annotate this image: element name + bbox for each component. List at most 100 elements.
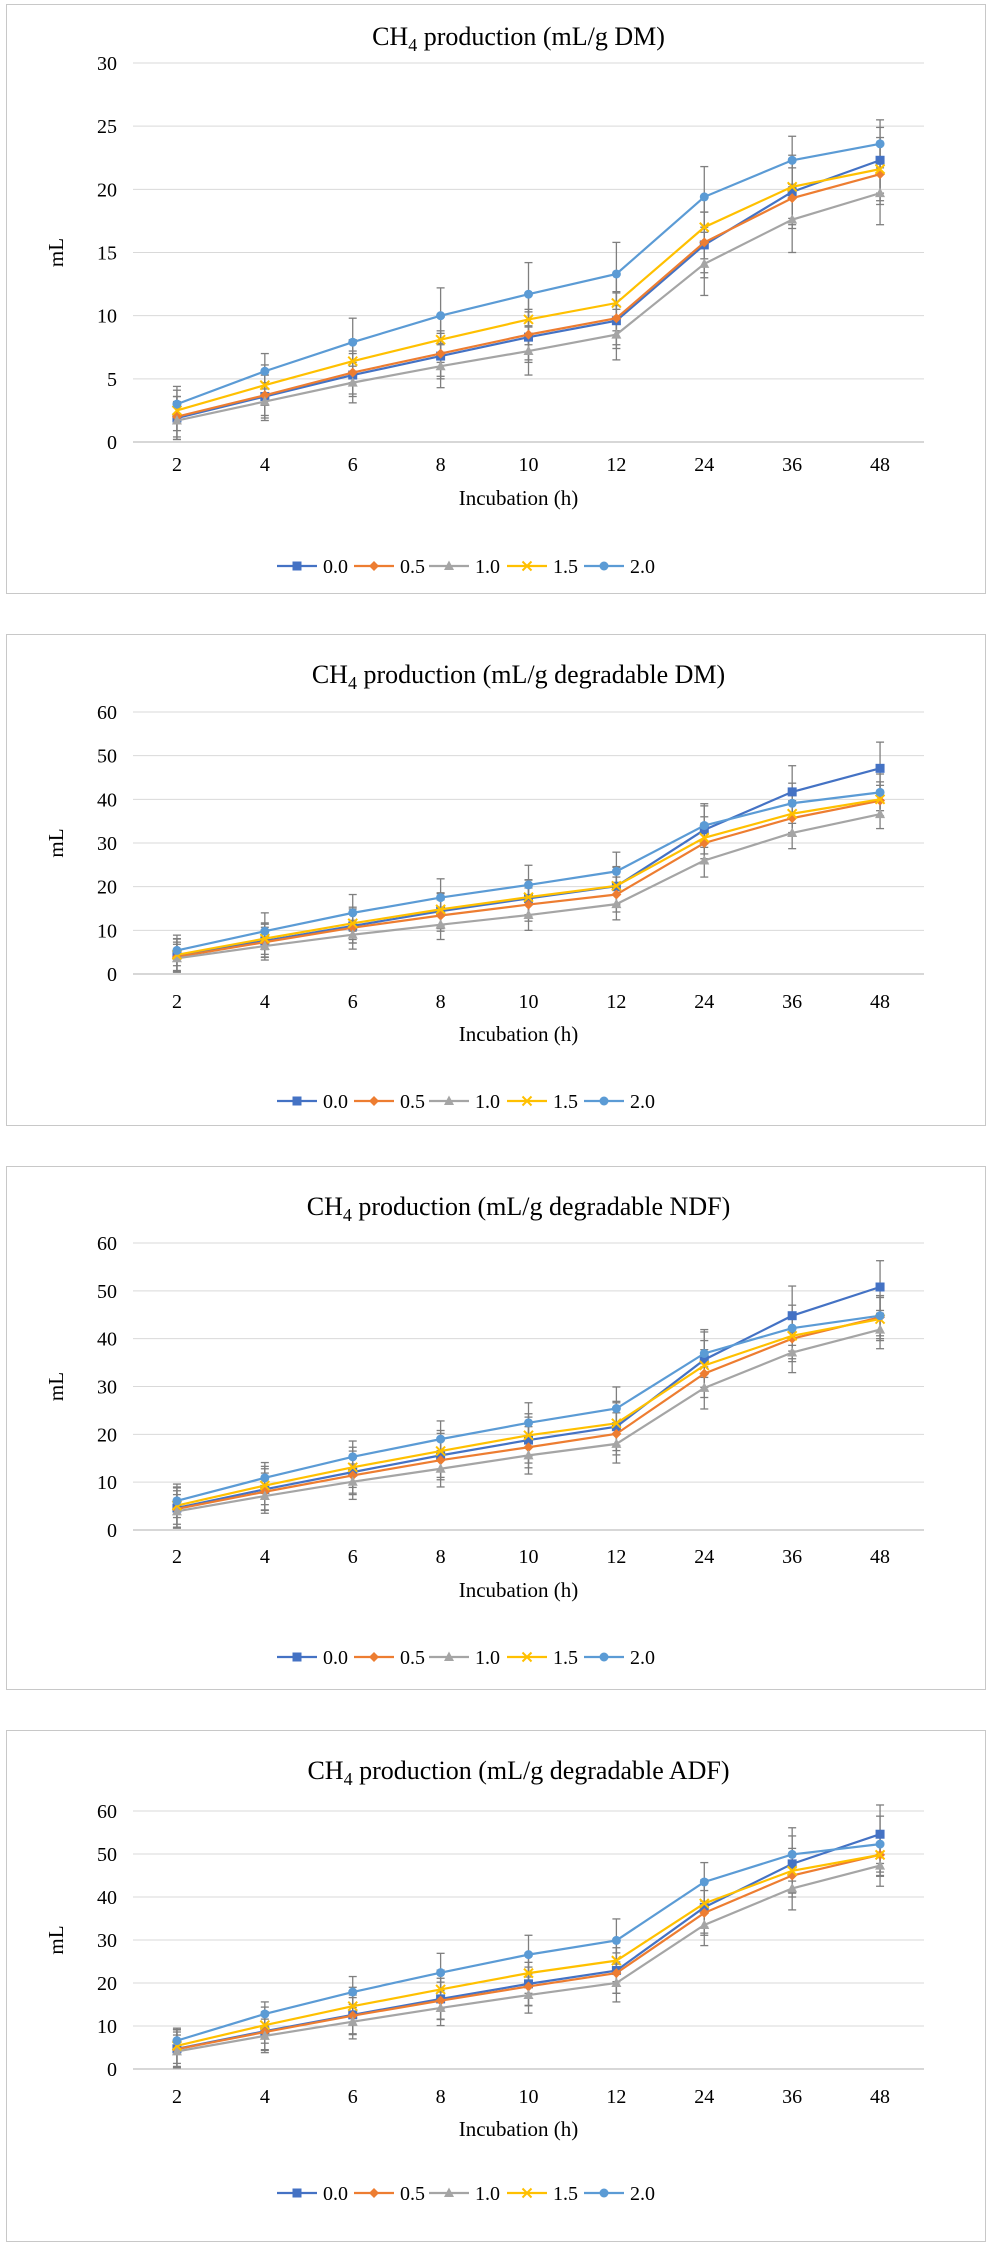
data-point-2-0: [172, 945, 182, 955]
y-tick-label: 60: [97, 1801, 117, 1823]
x-tick-label: 6: [348, 991, 358, 1013]
data-point-1-0: [259, 2030, 270, 2040]
y-tick-label: 10: [97, 306, 117, 328]
data-point-1-0: [523, 345, 534, 356]
x-axis-label: Incubation (h): [459, 1022, 579, 1046]
data-point-0-0: [699, 1902, 709, 1912]
y-tick-label: 30: [97, 53, 117, 75]
data-point-1-0: [259, 396, 270, 406]
y-tick-label: 0: [107, 1520, 117, 1542]
data-point-1-5: [611, 1418, 622, 1429]
legend-label: 2.0: [630, 2183, 655, 2205]
chart-title: CH4 production (mL/g DM): [372, 22, 665, 55]
data-point-1-0: [171, 415, 182, 425]
x-tick-label: 36: [782, 2086, 802, 2108]
x-tick-label: 12: [606, 454, 626, 476]
data-point-1-5: [786, 1865, 798, 1876]
data-point-2-0: [524, 1950, 533, 1960]
data-point-1-0: [171, 952, 182, 963]
data-point-2-0: [260, 1473, 270, 1483]
data-point-1-5: [435, 904, 446, 915]
data-point-1-5: [523, 891, 534, 903]
data-point-2-0: [348, 1987, 358, 1997]
legend-label: 1.0: [475, 2183, 500, 2205]
legend-marker-2-0: [599, 561, 609, 571]
x-tick-label: 2: [172, 2086, 182, 2108]
data-point-0-0: [787, 787, 797, 797]
legend-label: 0.0: [323, 1647, 348, 1669]
y-tick-label: 10: [97, 2016, 117, 2038]
x-axis-label: Incubation (h): [459, 2117, 579, 2141]
data-point-1-5: [786, 181, 798, 193]
x-tick-label: 10: [519, 991, 539, 1013]
data-point-0-5: [435, 348, 446, 359]
data-point-1-5: [611, 297, 622, 309]
data-point-0-5: [435, 1995, 446, 2006]
data-point-1-5: [611, 1955, 622, 1966]
data-point-1-5: [523, 1430, 534, 1441]
data-point-1-5: [786, 808, 798, 819]
data-point-0-5: [523, 329, 534, 340]
y-tick-label: 50: [97, 746, 117, 768]
data-point-0-5: [787, 1333, 798, 1344]
x-tick-label: 24: [694, 991, 714, 1013]
data-point-2-0: [172, 399, 182, 409]
data-point-2-0: [436, 893, 446, 903]
chart-title: CH4 production (mL/g degradable ADF): [307, 1756, 729, 1789]
legend-marker-0-5: [369, 1652, 379, 1662]
data-point-2-0: [348, 908, 358, 918]
x-tick-label: 4: [260, 454, 270, 476]
legend-label: 1.5: [553, 556, 578, 578]
y-axis-label: mL: [44, 828, 68, 857]
x-axis-label: Incubation (h): [459, 1578, 579, 1602]
data-point-0-5: [347, 367, 358, 378]
legend-marker-1-0: [444, 1095, 454, 1105]
data-point-2-0: [436, 1434, 446, 1444]
data-point-1-5: [435, 334, 446, 345]
x-tick-label: 8: [436, 1546, 446, 1568]
legend-label: 0.0: [323, 2183, 348, 2205]
data-point-1-0: [259, 1490, 270, 1501]
y-tick-label: 50: [97, 1281, 117, 1303]
data-point-1-0: [699, 1919, 710, 1929]
data-point-2-0: [611, 1404, 621, 1414]
data-point-1-5: [347, 1462, 358, 1473]
data-point-1-0: [699, 258, 710, 268]
data-point-2-0: [436, 1968, 446, 1978]
y-tick-label: 15: [97, 243, 117, 265]
y-tick-label: 0: [107, 964, 117, 986]
x-tick-label: 10: [519, 454, 539, 476]
data-point-1-5: [874, 794, 886, 805]
data-point-2-0: [787, 1849, 797, 1859]
data-point-1-0: [875, 1324, 886, 1334]
data-point-2-0: [787, 1323, 797, 1333]
data-point-1-5: [874, 1849, 886, 1861]
x-tick-label: 48: [870, 991, 890, 1013]
chart-panel-degradable-dm: CH4 production (mL/g degradable DM) 0 10 20…: [6, 634, 986, 1126]
x-tick-label: 6: [348, 454, 358, 476]
data-point-1-5: [699, 1898, 710, 1909]
data-point-1-5: [699, 222, 710, 233]
data-point-1-5: [699, 832, 710, 843]
data-point-0-5: [523, 1981, 534, 1992]
data-point-1-0: [171, 1505, 182, 1516]
data-point-2-0: [172, 1496, 182, 1506]
y-tick-label: 50: [97, 1844, 117, 1866]
data-point-2-0: [524, 1418, 533, 1428]
y-tick-label: 20: [97, 1973, 117, 1995]
chart-title: CH4 production (mL/g degradable NDF): [307, 1192, 730, 1225]
legend-label: 2.0: [630, 1647, 655, 1669]
y-axis-label: mL: [44, 1925, 68, 1954]
x-tick-label: 6: [348, 2086, 358, 2108]
data-point-1-5: [259, 2019, 271, 2031]
x-tick-label: 4: [260, 991, 270, 1013]
data-point-0-5: [699, 237, 710, 248]
data-point-1-5: [259, 379, 271, 391]
data-point-0-5: [611, 1428, 622, 1439]
data-point-1-0: [435, 360, 446, 371]
data-point-0-0: [787, 1311, 797, 1321]
legend-label: 1.5: [553, 2183, 578, 2205]
x-tick-label: 8: [436, 454, 446, 476]
data-point-1-0: [699, 1382, 710, 1392]
